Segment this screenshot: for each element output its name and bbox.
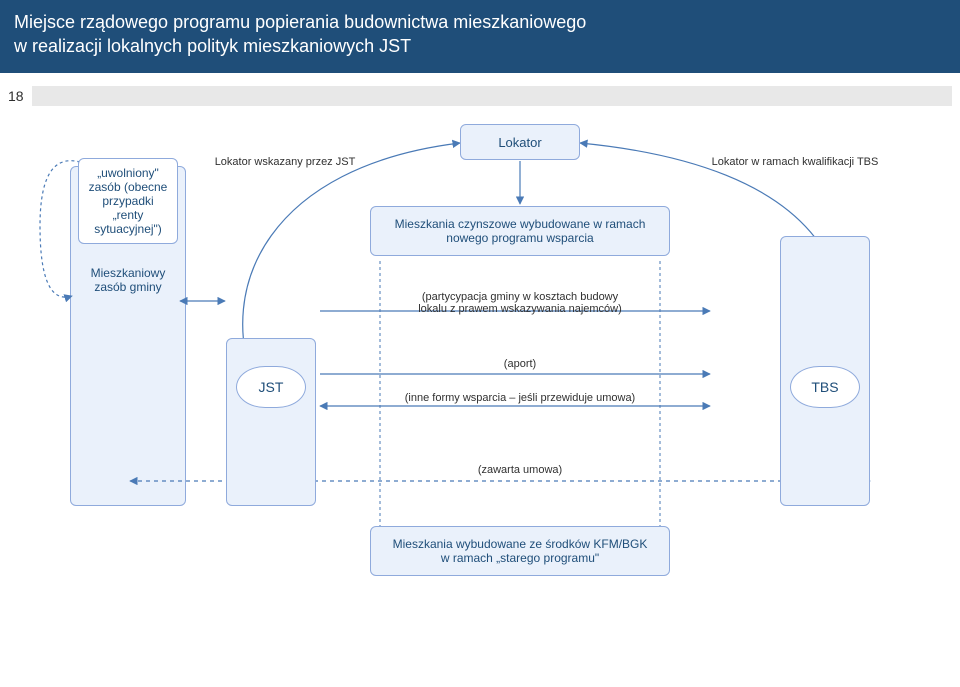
uwolniony-l3: przypadki [102, 194, 153, 208]
label-aport: (aport) [470, 358, 570, 370]
uwolniony-l1: „uwolniony" [97, 166, 159, 180]
diagram-area: „uwolniony" zasób (obecne przypadki „ren… [0, 106, 960, 687]
node-lokator: Lokator [460, 124, 580, 160]
node-mieszkaniowy-zasob: Mieszkaniowy zasób gminy [78, 266, 178, 294]
gray-band [32, 86, 952, 106]
partycypacja-l1: (partycypacja gminy w kosztach budowy [390, 291, 650, 303]
mieszkaniowy-l1: Mieszkaniowy [78, 266, 178, 280]
mieszkaniowy-l2: zasób gminy [78, 280, 178, 294]
label-zawarta-umowa: (zawarta umowa) [460, 464, 580, 476]
node-uwolniony: „uwolniony" zasób (obecne przypadki „ren… [78, 158, 178, 244]
partycypacja-l2: lokalu z prawem wskazywania najemców) [390, 303, 650, 315]
label-lokator-kwalifikacja: Lokator w ramach kwalifikacji TBS [690, 156, 900, 168]
jst-text: JST [259, 379, 284, 395]
label-lokator-wskazany: Lokator wskazany przez JST [200, 156, 370, 168]
node-mieszkania-kfm: Mieszkania wybudowane ze środków KFM/BGK… [370, 526, 670, 576]
tbs-text: TBS [811, 379, 838, 395]
kfm-l1: Mieszkania wybudowane ze środków KFM/BGK [393, 537, 648, 551]
slide-header: Miejsce rządowego programu popierania bu… [0, 0, 960, 73]
uwolniony-l4: „renty [113, 208, 144, 222]
node-tbs: TBS [790, 366, 860, 408]
node-mieszkania-czynszowe: Mieszkania czynszowe wybudowane w ramach… [370, 206, 670, 256]
label-inne-formy: (inne formy wsparcia – jeśli przewiduje … [380, 392, 660, 404]
czynszowe-l2: nowego programu wsparcia [446, 231, 593, 245]
node-jst: JST [236, 366, 306, 408]
slide-number: 18 [8, 88, 24, 104]
header-line2: w realizacji lokalnych polityk mieszkani… [14, 34, 946, 58]
header-line1: Miejsce rządowego programu popierania bu… [14, 10, 946, 34]
czynszowe-l1: Mieszkania czynszowe wybudowane w ramach [395, 217, 646, 231]
label-partycypacja: (partycypacja gminy w kosztach budowy lo… [390, 291, 650, 315]
kfm-l2: w ramach „starego programu" [441, 551, 599, 565]
lokator-text: Lokator [498, 135, 541, 150]
node-jst-bg [226, 338, 316, 506]
uwolniony-l2: zasób (obecne [89, 180, 168, 194]
uwolniony-l5: sytuacyjnej") [94, 222, 162, 236]
